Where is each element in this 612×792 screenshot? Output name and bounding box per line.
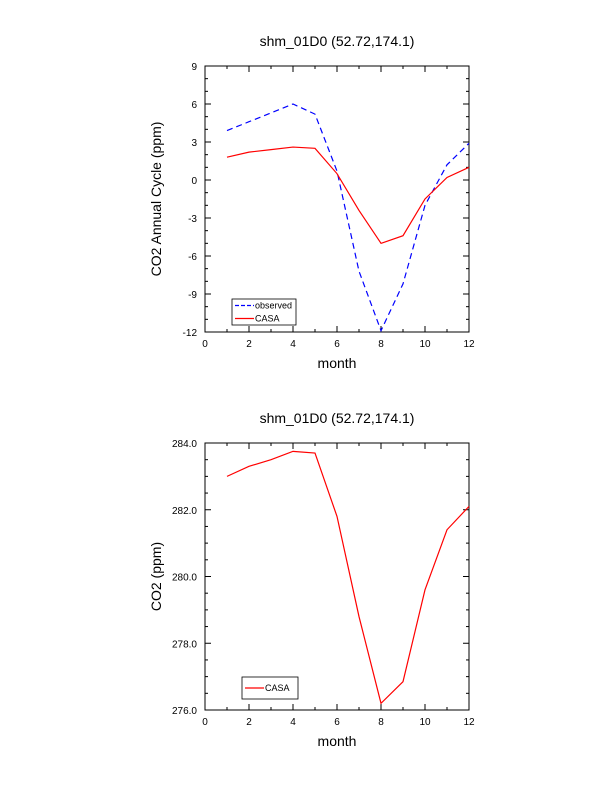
chart-title: shm_01D0 (52.72,174.1) <box>260 410 415 426</box>
y-tick-label: -6 <box>188 252 197 263</box>
chart-panel-2: shm_01D0 (52.72,174.1) 0 2 4 6 8 10 12 276.0 278.… <box>148 410 475 749</box>
x-tick-label: 8 <box>378 717 384 728</box>
series-line-observed <box>226 103 470 333</box>
y-tick-label: 278.0 <box>172 639 197 650</box>
x-tick-label: 10 <box>419 339 431 350</box>
legend-label-observed: observed <box>255 301 292 311</box>
legend-box <box>231 298 297 326</box>
x-axis-label: month <box>318 733 357 749</box>
x-tick-label: 6 <box>334 339 340 350</box>
y-tick-label: -3 <box>188 214 197 225</box>
y-axis-label: CO2 Annual Cycle (ppm) <box>148 122 164 277</box>
legend-label-casa: CASA <box>265 683 290 693</box>
x-tick-label: 10 <box>419 717 431 728</box>
x-tick-label: 8 <box>378 339 384 350</box>
x-tick-label: 0 <box>202 717 208 728</box>
y-tick-label: 6 <box>191 100 197 111</box>
x-tick-label: 2 <box>246 339 252 350</box>
y-tick-label: 3 <box>191 138 197 149</box>
y-axis-label: CO2 (ppm) <box>148 542 164 611</box>
legend: CASA <box>241 676 299 700</box>
x-tick-label: 12 <box>463 717 475 728</box>
y-tick-label: -12 <box>183 328 198 339</box>
series-line-casa <box>226 450 470 705</box>
x-tick-label: 4 <box>290 339 296 350</box>
x-tick-label: 0 <box>202 339 208 350</box>
y-tick-label: 282.0 <box>172 506 197 517</box>
legend-label-casa: CASA <box>255 314 280 324</box>
x-tick-label: 4 <box>290 717 296 728</box>
y-tick-label: 0 <box>191 176 197 187</box>
x-tick-label: 6 <box>334 717 340 728</box>
chart-panel-1: shm_01D0 (52.72,174.1) 0 2 4 6 8 10 12 -12 -9 -6 -3… <box>148 33 475 371</box>
y-tick-label: -9 <box>188 290 197 301</box>
chart-title: shm_01D0 (52.72,174.1) <box>260 33 415 49</box>
x-tick-label: 2 <box>246 717 252 728</box>
x-axis-label: month <box>318 355 357 371</box>
series-line-casa <box>226 146 470 245</box>
legend: observed CASA <box>231 298 297 326</box>
y-tick-label: 280.0 <box>172 573 197 584</box>
legend-box <box>241 676 299 700</box>
x-tick-label: 12 <box>463 339 475 350</box>
y-tick-label: 9 <box>191 62 197 73</box>
plot-frame <box>204 65 470 333</box>
y-tick-label: 284.0 <box>172 439 197 450</box>
y-tick-label: 276.0 <box>172 706 197 717</box>
